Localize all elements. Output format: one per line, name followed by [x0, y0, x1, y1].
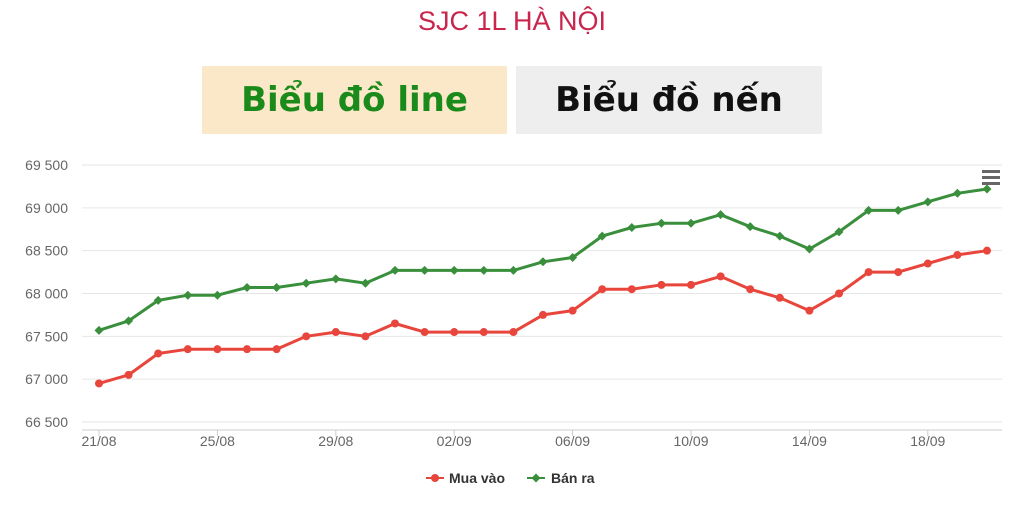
data-point-buy[interactable]	[835, 289, 843, 298]
data-point-sell[interactable]	[272, 283, 282, 293]
y-tick-label: 69 000	[25, 200, 68, 216]
data-point-buy[interactable]	[716, 272, 725, 281]
data-point-buy[interactable]	[627, 285, 636, 294]
data-point-buy[interactable]	[805, 306, 814, 315]
data-point-buy[interactable]	[124, 370, 133, 379]
data-point-buy[interactable]	[243, 345, 251, 354]
data-point-sell[interactable]	[775, 231, 785, 241]
data-point-buy[interactable]	[154, 349, 163, 358]
data-point-sell[interactable]	[124, 316, 134, 326]
data-point-buy[interactable]	[923, 259, 932, 268]
data-point-buy[interactable]	[479, 328, 488, 337]
data-point-sell[interactable]	[834, 227, 844, 237]
x-tick-label: 18/09	[910, 433, 945, 449]
data-point-sell[interactable]	[301, 278, 311, 288]
y-tick-label: 68 500	[25, 243, 68, 259]
data-point-buy[interactable]	[391, 319, 399, 328]
data-point-buy[interactable]	[95, 379, 103, 388]
data-point-sell[interactable]	[864, 205, 874, 215]
data-point-buy[interactable]	[331, 328, 340, 337]
legend-label-sell[interactable]: Bán ra	[551, 470, 595, 486]
data-point-buy[interactable]	[302, 332, 311, 341]
x-tick-label: 21/08	[81, 433, 116, 449]
data-point-buy[interactable]	[657, 280, 666, 289]
data-point-sell[interactable]	[479, 265, 489, 275]
data-point-buy[interactable]	[775, 293, 784, 302]
data-point-sell[interactable]	[153, 295, 163, 305]
y-tick-label: 67 000	[25, 371, 68, 387]
data-point-sell[interactable]	[94, 325, 104, 335]
x-tick-label: 10/09	[673, 433, 708, 449]
x-tick-label: 25/08	[200, 433, 235, 449]
page-title: SJC 1L HÀ NỘI	[417, 6, 607, 36]
data-point-sell[interactable]	[538, 257, 548, 267]
data-point-sell[interactable]	[893, 205, 903, 215]
data-point-sell[interactable]	[745, 222, 755, 232]
y-tick-label: 66 500	[25, 414, 68, 430]
grid-lines	[82, 164, 1002, 431]
data-point-sell[interactable]	[686, 218, 696, 228]
y-tick-label: 68 000	[25, 286, 68, 302]
data-point-buy[interactable]	[983, 246, 991, 255]
x-tick-label: 29/08	[318, 433, 353, 449]
data-point-sell[interactable]	[568, 253, 578, 263]
series-lines	[94, 184, 992, 388]
data-point-sell[interactable]	[982, 184, 992, 194]
data-point-buy[interactable]	[539, 310, 547, 319]
data-point-sell[interactable]	[360, 278, 370, 288]
data-point-buy[interactable]	[746, 285, 755, 294]
data-point-sell[interactable]	[212, 290, 222, 300]
data-point-sell[interactable]	[804, 244, 814, 254]
data-point-buy[interactable]	[420, 328, 429, 337]
data-point-sell[interactable]	[420, 265, 430, 275]
legend-label-buy[interactable]: Mua vào	[449, 470, 505, 486]
data-point-buy[interactable]	[687, 280, 695, 289]
data-point-buy[interactable]	[568, 306, 577, 315]
data-point-sell[interactable]	[390, 265, 400, 275]
legend-marker-buy	[431, 474, 439, 482]
data-point-buy[interactable]	[864, 268, 873, 277]
y-tick-label: 67 500	[25, 328, 68, 344]
data-point-sell[interactable]	[449, 265, 459, 275]
data-point-sell[interactable]	[183, 290, 193, 300]
data-point-buy[interactable]	[953, 250, 962, 259]
data-point-sell[interactable]	[331, 274, 341, 284]
legend-marker-sell	[531, 473, 541, 483]
data-point-sell[interactable]	[716, 210, 726, 220]
data-point-buy[interactable]	[450, 328, 459, 337]
data-point-buy[interactable]	[894, 268, 903, 277]
x-tick-label: 02/09	[437, 433, 472, 449]
tab-line-chart[interactable]: Biểu đồ line	[202, 66, 507, 134]
x-tick-label: 14/09	[792, 433, 827, 449]
data-point-buy[interactable]	[361, 332, 370, 341]
data-point-buy[interactable]	[213, 345, 222, 354]
data-point-buy[interactable]	[509, 328, 518, 337]
data-point-buy[interactable]	[272, 345, 281, 354]
legend[interactable]: Mua vào Bán ra	[426, 470, 595, 486]
tab-candlestick-chart[interactable]: Biểu đồ nến	[516, 66, 822, 134]
data-point-sell[interactable]	[656, 218, 666, 228]
data-point-sell[interactable]	[952, 188, 962, 198]
data-point-sell[interactable]	[923, 197, 933, 207]
data-point-sell[interactable]	[627, 223, 637, 233]
y-tick-label: 69 500	[25, 157, 68, 173]
data-point-buy[interactable]	[183, 345, 192, 354]
data-point-buy[interactable]	[598, 285, 607, 294]
x-axis-ticks: 21/08 25/08 29/08 02/09 06/09 10/09 14/09 18/09	[81, 430, 946, 449]
x-tick-label: 06/09	[555, 433, 590, 449]
data-point-sell[interactable]	[597, 231, 607, 241]
y-axis-ticks: 66 500 67 000 67 500 68 000 68 500 69 000 69 5…	[25, 157, 68, 430]
data-point-sell[interactable]	[508, 265, 518, 275]
hamburger-menu-icon[interactable]	[982, 170, 1000, 185]
data-point-sell[interactable]	[242, 283, 252, 293]
